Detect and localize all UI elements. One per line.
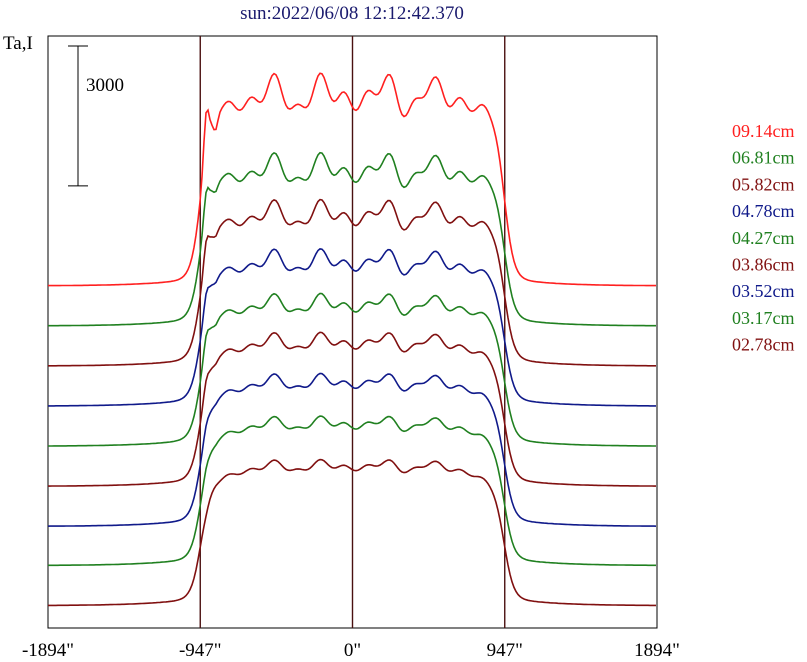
legend-item: 02.78cm xyxy=(732,335,795,355)
legend-item: 04.78cm xyxy=(732,201,795,221)
scale-bar-label: 3000 xyxy=(86,75,124,96)
x-tick-label: 0" xyxy=(344,640,361,661)
series-line-7 xyxy=(47,372,657,527)
series-line-5 xyxy=(48,292,656,447)
series-lines xyxy=(47,72,657,607)
series-line-3 xyxy=(48,198,656,367)
legend-item: 04.27cm xyxy=(732,228,795,248)
legend-item: 09.14cm xyxy=(732,121,795,141)
series-line-8 xyxy=(48,415,656,567)
legend-item: 06.81cm xyxy=(732,148,795,168)
legend-item: 05.82cm xyxy=(732,174,795,194)
series-line-6 xyxy=(48,331,656,487)
series-line-1 xyxy=(48,72,656,287)
series-line-2 xyxy=(48,151,656,327)
x-tick-label: 1894" xyxy=(634,640,680,661)
y-axis-label: Ta,I xyxy=(3,33,33,54)
x-tick-labels: -1894" -947" 0" 947" 1894" xyxy=(22,640,680,661)
legend-item: 03.52cm xyxy=(732,281,795,301)
x-tick-label: -947" xyxy=(179,640,222,661)
x-tick-label: 947" xyxy=(487,640,523,661)
chart-title: sun:2022/06/08 12:12:42.370 xyxy=(240,3,464,24)
x-tick-label: -1894" xyxy=(22,640,74,661)
legend-item: 03.17cm xyxy=(732,308,795,328)
legend: 09.14cm 06.81cm 05.82cm 04.78cm 04.27cm 03.86… xyxy=(732,121,795,355)
scale-bar: 3000 xyxy=(68,45,124,187)
series-line-4 xyxy=(48,248,656,407)
vertical-lines xyxy=(199,36,506,628)
legend-item: 03.86cm xyxy=(732,255,795,275)
series-line-9 xyxy=(48,458,656,607)
